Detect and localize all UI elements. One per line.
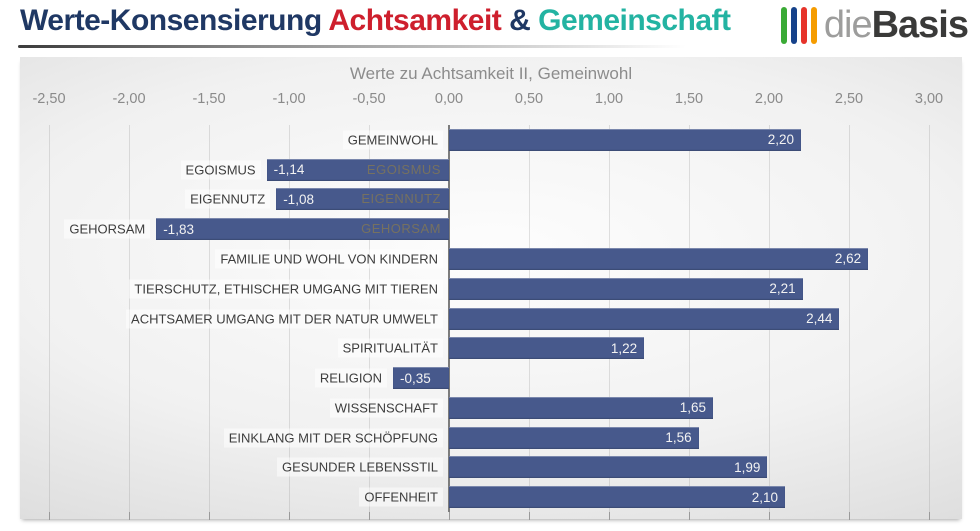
bar-achtsamer-umgang-mit-der-natur-umwelt: 2,44 [449, 307, 840, 330]
bar-value-label: -1,83 [163, 221, 194, 237]
bar-value-label: 2,44 [806, 311, 833, 326]
logo-bar-icon-0 [780, 6, 787, 44]
category-label: TIERSCHUTZ, ETHISCHER UMGANG MIT TIEREN [129, 279, 443, 299]
category-label: GEMEINWOHL [342, 130, 443, 150]
x-axis-tick-label: -1,50 [192, 91, 226, 107]
bar-tierschutz-ethischer-umgang-mit-tieren: 2,21 [449, 277, 803, 300]
diebasis-logo: dieBasis [780, 3, 969, 47]
gridline [928, 125, 930, 512]
bar-eigennutz: EIGENNUTZ -1,08 [276, 188, 449, 211]
category-label: WISSENSCHAFT [329, 398, 443, 418]
x-axis-tick-label: 3,00 [914, 91, 944, 107]
logo-bar-icon-2 [800, 6, 807, 44]
gridline [48, 125, 50, 512]
category-label: GESUNDER LEBENSSTIL [276, 457, 443, 477]
x-axis-tick-label: -1,00 [272, 91, 306, 107]
bar-spiritualit-t: 1,22 [449, 337, 645, 360]
bar-value-label: 2,20 [767, 132, 794, 148]
page-header: Werte-Konsensierung Achtsamkeit & Gemein… [0, 0, 980, 56]
x-axis-tick-label: 0,50 [514, 91, 544, 107]
bar-wissenschaft: 1,65 [449, 396, 713, 419]
x-axis-labels: -2,50 -2,00 -1,50 -1,00 -0,50 0,00 0,50 1,00 1,5… [20, 91, 962, 111]
logo-bar-icon-1 [790, 6, 797, 44]
x-axis-tick-label: 2,50 [834, 91, 864, 107]
bar-value-label: 1,99 [734, 459, 761, 475]
x-axis-tick-label: 1,50 [674, 91, 704, 107]
bar-gesunder-lebensstil: 1,99 [449, 456, 768, 479]
axis-tickmark [209, 512, 210, 520]
bar-familie-und-wohl-von-kindern: 2,62 [449, 247, 869, 270]
axis-tickmark [49, 512, 50, 520]
title-underline [18, 45, 686, 48]
bar-value-label: 1,65 [679, 400, 706, 416]
bar-value-label: 1,22 [610, 340, 638, 356]
axis-tickmark [449, 512, 450, 520]
x-axis-tick-label: -0,50 [352, 91, 386, 107]
axis-tickmark [929, 512, 930, 520]
axis-tickmark [689, 512, 690, 520]
x-axis-tick-label: 0,00 [434, 91, 464, 107]
logo-text: dieBasis [823, 4, 969, 46]
page-title-part-3: Gemeinschaft [538, 4, 731, 37]
category-label: GEHORSAM [64, 219, 151, 239]
bar-gemeinwohl: 2,20 [449, 128, 801, 151]
x-axis-tick-label: 2,00 [754, 91, 784, 107]
logo-bar-icon-3 [810, 6, 817, 44]
bar-ghost-label: GEHORSAM [361, 221, 441, 237]
page-title-part-2: & [501, 4, 539, 37]
bar-value-label: 2,62 [834, 251, 862, 267]
category-label: SPIRITUALITÄT [337, 338, 443, 358]
gridline [848, 125, 850, 512]
bar-value-label: -1,14 [273, 162, 305, 178]
x-axis-tick-label: 1,00 [594, 91, 624, 107]
category-label: FAMILIE UND WOHL VON KINDERN [215, 249, 443, 269]
logo-bars-icon [780, 6, 817, 44]
bar-egoismus: EGOISMUS -1,14 [266, 158, 449, 181]
axis-tickmark [289, 512, 290, 520]
chart-panel: Werte zu Achtsamkeit II, Gemeinwohl -2,5… [20, 57, 962, 520]
logo-text-die: die [823, 4, 873, 46]
axis-tickmark [849, 512, 850, 520]
page-title-part-0: Werte-Konsensierung [20, 4, 329, 37]
axis-tickmark [529, 512, 530, 520]
bar-value-label: 1,56 [665, 430, 692, 446]
page-title: Werte-Konsensierung Achtsamkeit & Gemein… [20, 4, 731, 38]
chart-title: Werte zu Achtsamkeit II, Gemeinwohl [349, 64, 633, 83]
category-label: EGOISMUS [180, 160, 261, 180]
category-label: RELIGION [314, 368, 387, 388]
axis-tickmark [769, 512, 770, 520]
bar-value-label: 2,10 [751, 489, 778, 505]
bar-offenheit: 2,10 [449, 486, 785, 509]
logo-text-basis: Basis [871, 4, 969, 46]
x-axis-tick-label: -2,50 [32, 91, 66, 107]
x-axis-tick-label: -2,00 [112, 91, 146, 107]
bar-ghost-label: EIGENNUTZ [361, 191, 441, 207]
bar-value-label: -0,35 [400, 370, 431, 386]
category-label: EIGENNUTZ [185, 189, 271, 209]
category-label: EINKLANG MIT DER SCHÖPFUNG [223, 428, 443, 448]
bar-religion: -0,35 [393, 367, 449, 390]
category-label: OFFENHEIT [359, 487, 443, 507]
axis-tickmark [129, 512, 130, 520]
page-title-part-1: Achtsamkeit [328, 4, 502, 37]
plot-area: 2,20 GEMEINWOHL EGOISMUS -1,14 EGOISMUS EIGEN… [20, 125, 962, 520]
bar-gehorsam: GEHORSAM -1,83 [156, 218, 449, 241]
bar-value-label: -1,08 [283, 191, 314, 207]
bar-ghost-label: EGOISMUS [366, 161, 441, 177]
bar-value-label: 2,21 [769, 281, 796, 297]
category-label: ACHTSAMER UMGANG MIT DER NATUR UMWELT [126, 309, 443, 328]
axis-tickmark [369, 512, 370, 520]
axis-tickmark [609, 512, 610, 520]
bar-einklang-mit-der-sch-pfung: 1,56 [449, 426, 699, 449]
